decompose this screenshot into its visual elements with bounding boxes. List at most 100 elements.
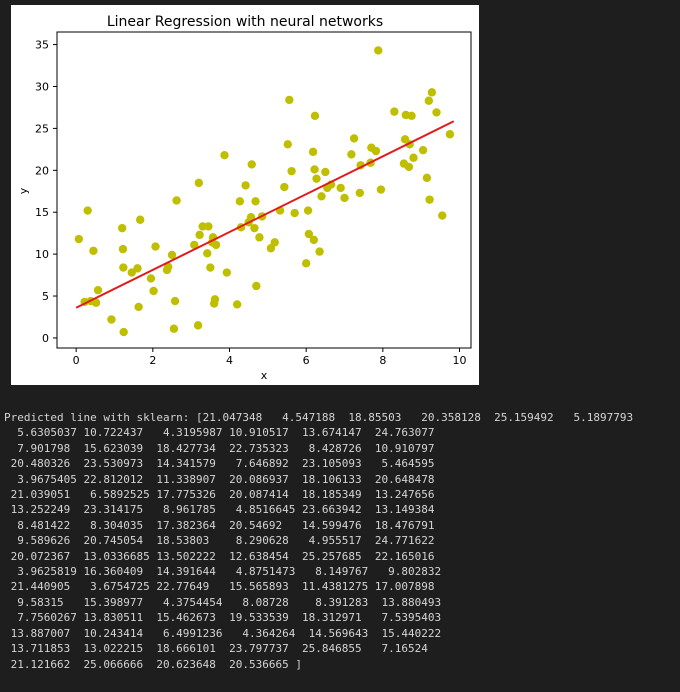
data-point <box>222 268 232 277</box>
x-tick-label: 10 <box>453 354 467 367</box>
y-tick-label: 5 <box>42 290 49 303</box>
data-point <box>206 263 215 272</box>
x-tick-label: 8 <box>379 354 386 367</box>
data-point <box>301 259 311 268</box>
data-point <box>285 95 294 105</box>
data-point <box>283 140 292 149</box>
y-tick-label: 15 <box>35 206 49 219</box>
data-point <box>194 178 204 188</box>
scatter-regression-chart: Linear Regression with neural networks 0… <box>17 14 472 382</box>
data-point <box>193 321 203 330</box>
plot-area-frame <box>56 31 472 349</box>
data-point <box>304 229 314 239</box>
data-point <box>310 165 319 174</box>
x-tick-label: 6 <box>303 354 310 367</box>
data-point <box>404 162 414 172</box>
data-point <box>376 185 386 194</box>
y-tick-label: 35 <box>35 39 49 52</box>
x-tick-label: 0 <box>73 354 80 367</box>
data-point <box>270 238 279 247</box>
data-point <box>312 174 321 183</box>
regression-line <box>75 120 455 309</box>
data-point <box>149 286 158 296</box>
data-point <box>211 240 221 250</box>
data-point <box>321 167 330 177</box>
data-point <box>135 215 145 224</box>
data-point <box>317 192 326 201</box>
chart-title: Linear Regression with neural networks <box>107 14 383 30</box>
data-points <box>74 46 455 337</box>
y-axis-label: y <box>17 187 30 194</box>
y-axis-ticks: 0 5 10 15 20 25 30 35 <box>35 39 57 345</box>
data-point <box>251 197 260 206</box>
data-point <box>119 327 128 337</box>
data-point <box>445 130 455 139</box>
data-point <box>167 250 177 260</box>
y-tick-label: 25 <box>35 122 49 135</box>
data-point <box>409 153 418 162</box>
y-tick-label: 10 <box>35 248 49 261</box>
data-point <box>290 208 299 218</box>
data-point <box>204 222 213 231</box>
data-point <box>310 111 320 121</box>
data-point <box>119 263 128 272</box>
data-point <box>418 145 428 155</box>
data-point <box>427 88 437 97</box>
data-point <box>210 295 220 304</box>
data-point <box>117 223 127 233</box>
data-point <box>407 111 416 121</box>
data-point <box>93 285 103 295</box>
x-axis-label: x <box>261 369 268 382</box>
data-point <box>303 206 313 215</box>
data-point <box>195 230 204 240</box>
y-tick-label: 30 <box>35 80 49 93</box>
data-point <box>146 274 156 283</box>
data-point <box>349 134 359 143</box>
data-point <box>347 150 356 159</box>
data-point <box>151 242 160 251</box>
data-point <box>287 166 296 176</box>
data-point <box>118 244 128 254</box>
data-point <box>74 234 84 244</box>
data-point <box>220 151 229 160</box>
y-tick-label: 0 <box>42 332 49 345</box>
data-point <box>315 247 324 256</box>
data-point <box>432 108 441 117</box>
data-point <box>308 147 318 157</box>
data-point <box>134 302 143 312</box>
x-tick-label: 4 <box>226 354 233 367</box>
data-point <box>232 300 242 309</box>
y-tick-label: 20 <box>35 164 49 177</box>
data-point <box>107 315 116 324</box>
data-point <box>355 188 365 198</box>
data-point <box>425 195 434 204</box>
data-point <box>252 281 261 291</box>
data-point <box>422 173 432 183</box>
data-point <box>163 262 173 271</box>
data-point <box>235 197 245 206</box>
x-axis-ticks: 0 2 4 6 8 10 <box>73 348 467 367</box>
console-output-text: Predicted line with sklearn: [21.047348 … <box>4 411 634 671</box>
data-point <box>198 222 207 231</box>
data-point <box>169 324 179 333</box>
data-point <box>371 146 381 156</box>
data-point <box>438 211 447 220</box>
data-point <box>89 246 98 255</box>
data-point <box>250 223 259 233</box>
data-point <box>203 249 212 258</box>
data-point <box>340 193 349 203</box>
data-point <box>83 206 92 215</box>
data-point <box>133 264 142 273</box>
data-point <box>241 181 250 190</box>
data-point <box>172 196 181 205</box>
plot-figure: Linear Regression with neural networks 0… <box>11 5 479 385</box>
data-point <box>170 296 180 306</box>
data-point <box>390 107 399 116</box>
data-point <box>127 268 136 277</box>
data-point <box>91 298 101 307</box>
data-point <box>374 46 383 55</box>
data-point <box>424 96 434 105</box>
x-tick-label: 2 <box>149 354 156 367</box>
data-point <box>190 240 199 250</box>
